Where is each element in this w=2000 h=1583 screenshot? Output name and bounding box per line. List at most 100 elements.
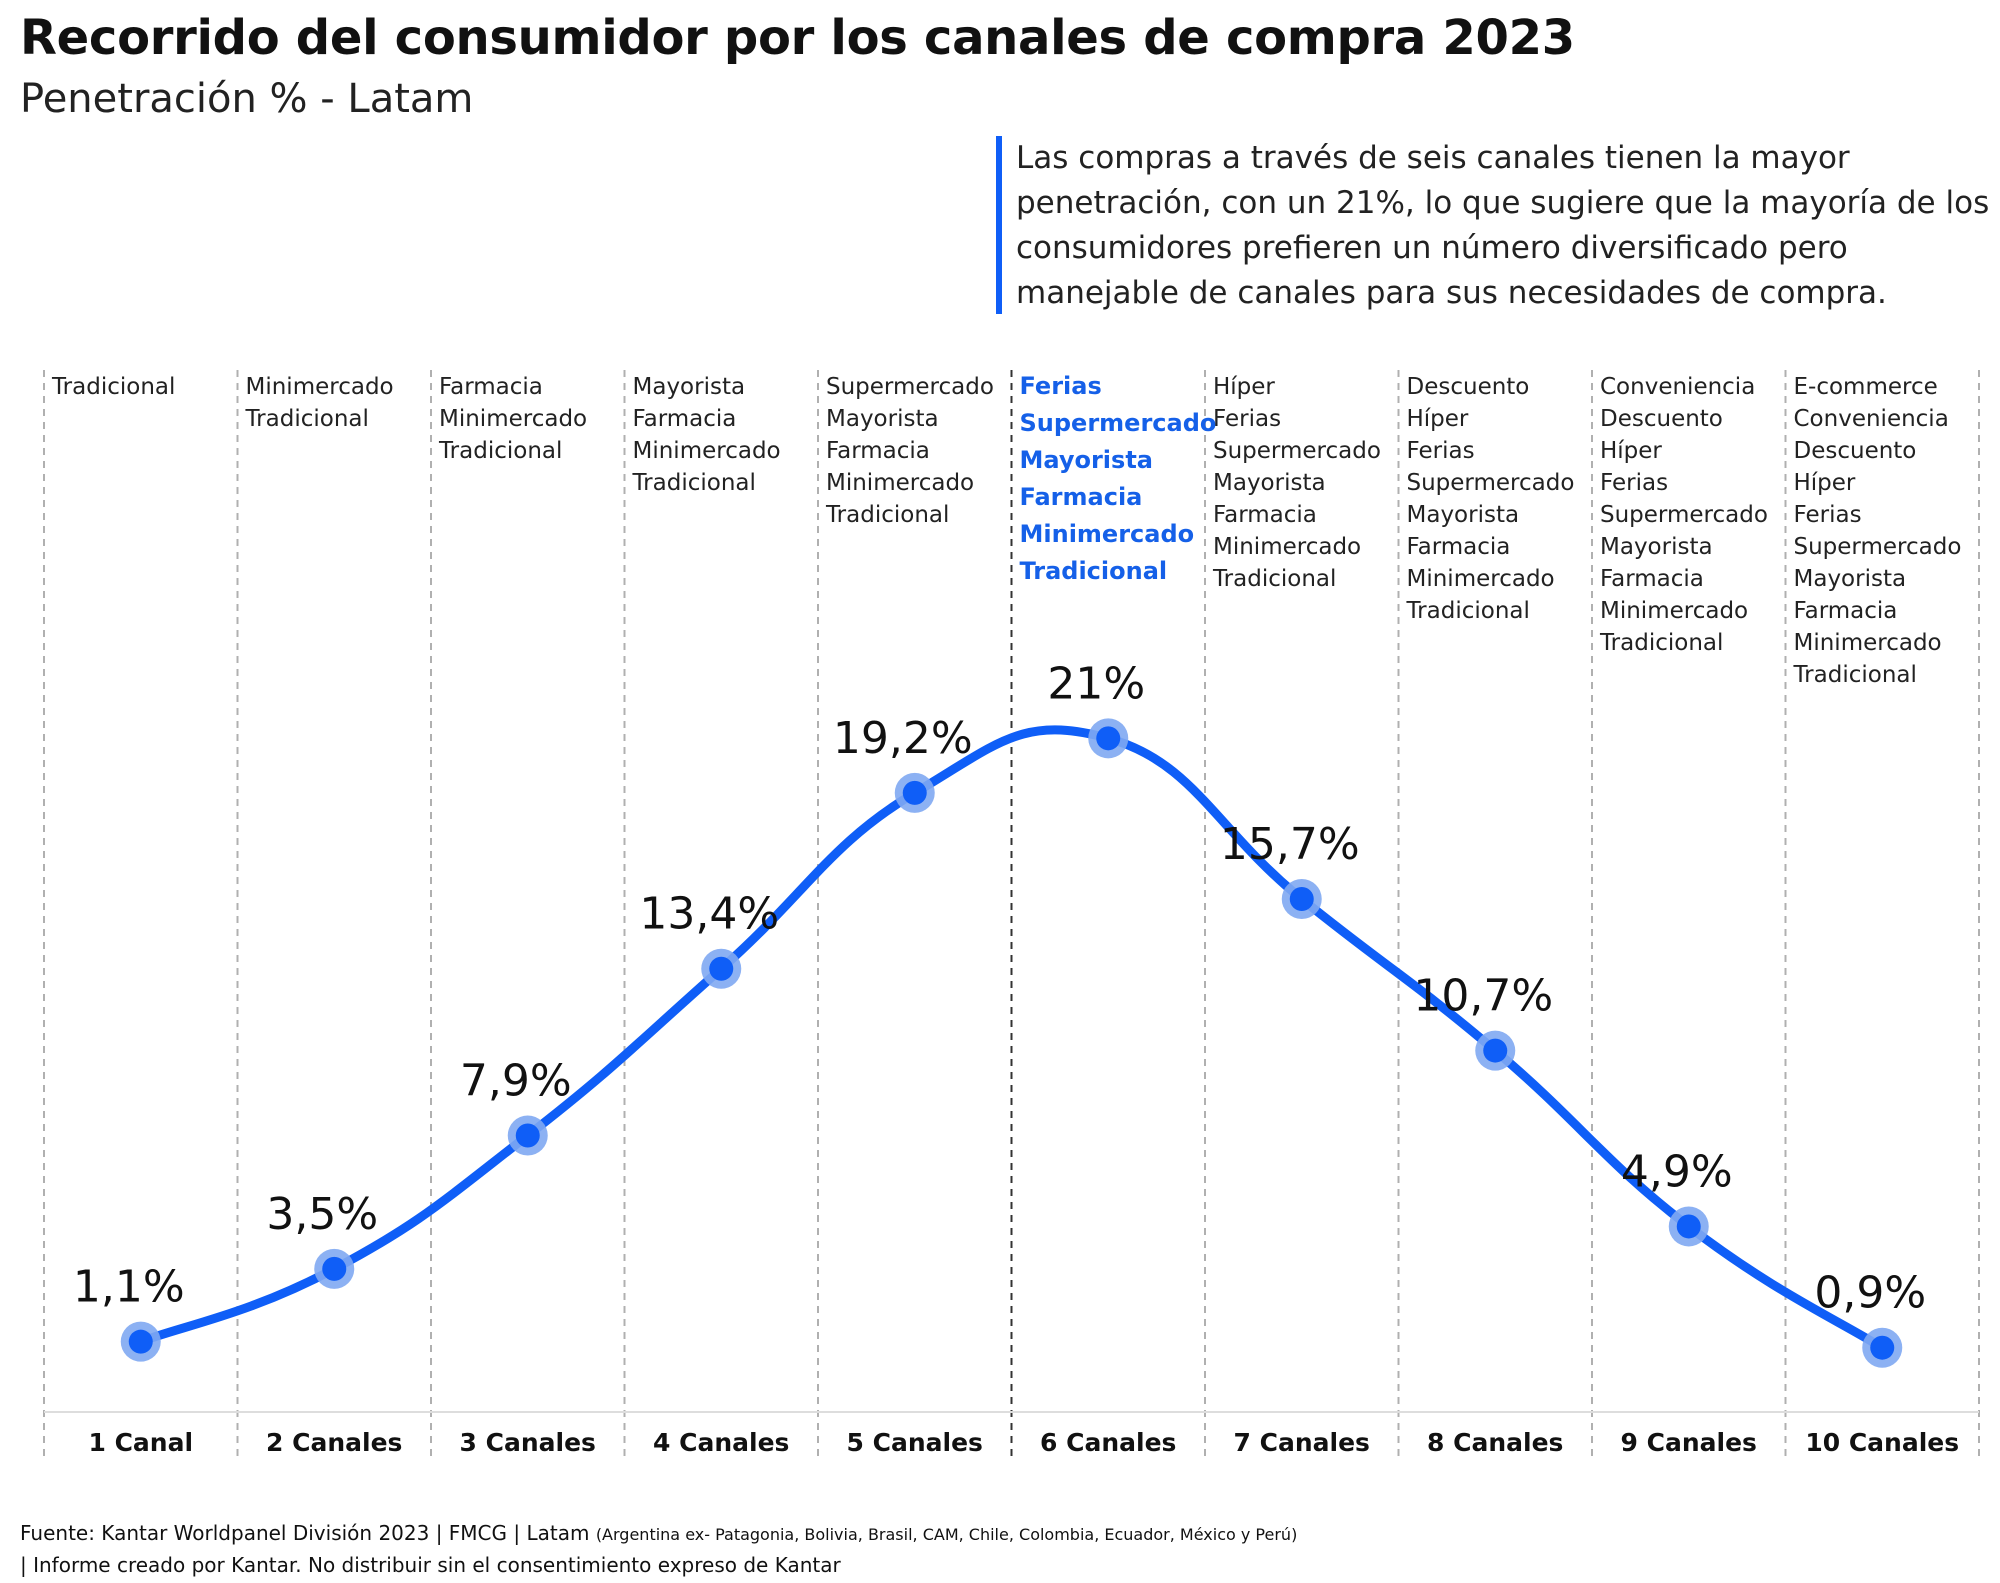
channel-label: Tradicional xyxy=(1212,566,1336,592)
callout-text: Las compras a través de seis canales tie… xyxy=(1016,140,1990,311)
channel-label: Ferias xyxy=(1600,470,1668,496)
data-label: 15,7% xyxy=(1220,819,1360,870)
data-point xyxy=(1289,887,1314,912)
channel-label: Supermercado xyxy=(1020,409,1217,437)
channel-label: Mayorista xyxy=(633,374,746,400)
category-label: 7 Canales xyxy=(1234,1428,1370,1457)
channel-label: Mayorista xyxy=(1407,502,1520,528)
data-point xyxy=(515,1123,540,1148)
data-label: 21% xyxy=(1047,658,1145,709)
channel-label: Tradicional xyxy=(438,438,562,464)
channel-label: Híper xyxy=(1407,406,1469,432)
channel-label: Minimercado xyxy=(439,406,587,432)
channel-label: Mayorista xyxy=(1600,534,1713,560)
category-label: 4 Canales xyxy=(653,1428,789,1457)
data-point xyxy=(128,1329,153,1354)
channel-label: Conveniencia xyxy=(1600,374,1755,400)
channel-label: Tradicional xyxy=(1020,557,1168,585)
channel-label: Minimercado xyxy=(1600,598,1748,624)
data-point xyxy=(709,956,734,981)
channel-label: Farmacia xyxy=(1213,502,1317,528)
series-line xyxy=(136,725,1887,1353)
data-point xyxy=(1676,1214,1701,1239)
channel-label: Minimercado xyxy=(246,374,394,400)
column-dividers xyxy=(43,370,1980,1460)
data-label: 1,1% xyxy=(73,1262,185,1313)
channel-label: Tradicional xyxy=(632,470,756,496)
channel-label: Minimercado xyxy=(1213,534,1361,560)
data-points xyxy=(120,718,1903,1368)
channel-label: Farmacia xyxy=(1794,598,1898,624)
channel-label: Híper xyxy=(1213,374,1275,400)
data-label: 7,9% xyxy=(460,1055,572,1106)
data-point xyxy=(1483,1038,1508,1063)
source-disclaimer: | Informe creado por Kantar. No distribu… xyxy=(20,1553,841,1577)
channel-label: Farmacia xyxy=(1407,534,1511,560)
source-countries: (Argentina ex- Patagonia, Bolivia, Brasi… xyxy=(595,1525,1298,1544)
data-point xyxy=(902,780,927,805)
data-label: 10,7% xyxy=(1413,971,1553,1022)
channel-label: Tradicional xyxy=(245,406,369,432)
channel-label: Supermercado xyxy=(1794,534,1962,560)
source-note: Fuente: Kantar Worldpanel División 2023 … xyxy=(20,1518,1297,1580)
channel-label: Minimercado xyxy=(1407,566,1555,592)
channel-lists: Tradicional Minimercado Tradicional Farmaci… xyxy=(51,372,1961,688)
source-main: Fuente: Kantar Worldpanel División 2023 … xyxy=(20,1521,590,1545)
chart-title: Recorrido del consumidor por los canales… xyxy=(20,10,1575,66)
channel-label: Minimercado xyxy=(826,470,974,496)
channel-label: Mayorista xyxy=(1213,470,1326,496)
channel-label: Farmacia xyxy=(633,406,737,432)
channel-label: Mayorista xyxy=(1020,446,1154,474)
data-point xyxy=(1870,1335,1895,1360)
channel-label: Farmacia xyxy=(1020,483,1143,511)
category-label: 5 Canales xyxy=(847,1428,983,1457)
channel-label: Descuento xyxy=(1794,438,1917,464)
channel-label: Ferias xyxy=(1213,406,1281,432)
data-labels: 1,1% 3,5% 7,9% 13,4% 19,2% 21% 15,7% 10,7% 4,9% 0… xyxy=(73,658,1926,1318)
data-point xyxy=(1096,726,1121,751)
callout-accent-bar xyxy=(996,136,1002,314)
channel-label: Farmacia xyxy=(439,374,543,400)
channel-label: Tradicional xyxy=(1793,662,1917,688)
channel-label: Tradicional xyxy=(1599,630,1723,656)
channel-label: Supermercado xyxy=(1600,502,1768,528)
category-label: 10 Canales xyxy=(1805,1428,1959,1457)
channel-label: Tradicional xyxy=(1406,598,1530,624)
data-label: 0,9% xyxy=(1814,1268,1926,1319)
channel-label: Supermercado xyxy=(826,374,994,400)
data-label: 19,2% xyxy=(833,713,973,764)
channel-label: Supermercado xyxy=(1213,438,1381,464)
channel-label: Híper xyxy=(1794,470,1856,496)
data-label: 4,9% xyxy=(1621,1146,1733,1197)
category-label: 8 Canales xyxy=(1427,1428,1563,1457)
channel-label: Farmacia xyxy=(826,438,930,464)
category-label: 9 Canales xyxy=(1621,1428,1757,1457)
chart-subtitle: Penetración % - Latam xyxy=(20,76,474,122)
channel-label: Supermercado xyxy=(1407,470,1575,496)
channel-label: Ferias xyxy=(1407,438,1475,464)
line-chart: Tradicional Minimercado Tradicional Farmaci… xyxy=(43,370,1980,1460)
channel-label: Mayorista xyxy=(826,406,939,432)
channel-label: Minimercado xyxy=(1020,520,1195,548)
channel-label: Conveniencia xyxy=(1794,406,1949,432)
category-labels: 1 Canal 2 Canales 3 Canales 4 Canales 5 Cana… xyxy=(88,1428,1959,1457)
category-label: 2 Canales xyxy=(266,1428,402,1457)
data-label: 13,4% xyxy=(639,889,779,940)
channel-label: Mayorista xyxy=(1794,566,1907,592)
channel-label: Minimercado xyxy=(633,438,781,464)
channel-label: Ferias xyxy=(1794,502,1862,528)
channel-label: Minimercado xyxy=(1794,630,1942,656)
data-label: 3,5% xyxy=(266,1189,378,1240)
channel-label: Híper xyxy=(1600,438,1662,464)
channel-label: Descuento xyxy=(1407,374,1530,400)
channel-label: E-commerce xyxy=(1794,374,1938,400)
channel-label: Tradicional xyxy=(825,502,949,528)
channel-label: Ferias xyxy=(1020,372,1102,400)
channel-label: Tradicional xyxy=(51,374,175,400)
channel-label: Descuento xyxy=(1600,406,1723,432)
category-label: 6 Canales xyxy=(1040,1428,1176,1457)
category-label: 3 Canales xyxy=(460,1428,596,1457)
data-point xyxy=(322,1256,347,1281)
category-label: 1 Canal xyxy=(88,1428,193,1457)
channel-label: Farmacia xyxy=(1600,566,1704,592)
